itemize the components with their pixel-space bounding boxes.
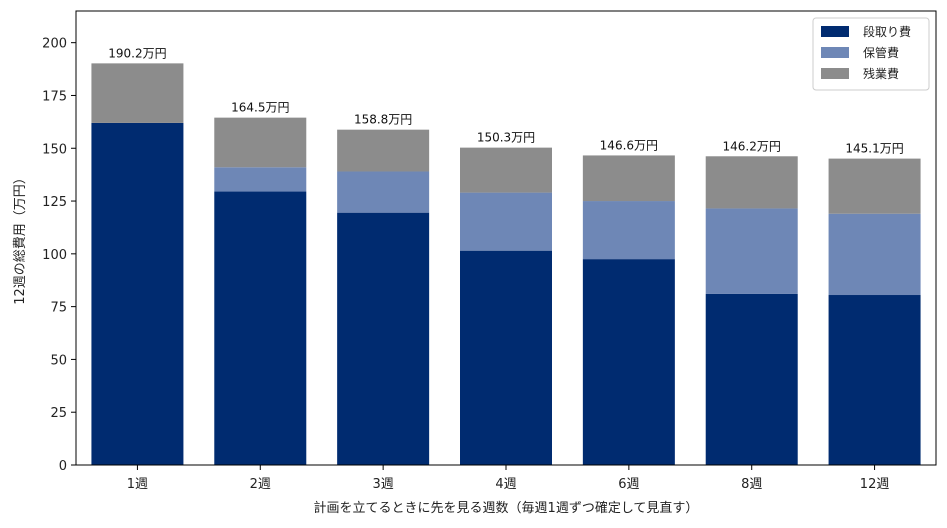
bar-setup-2 — [214, 191, 307, 465]
y-axis: 0 25 50 75 100 125 150 175 200 — [42, 37, 76, 474]
total-label-5: 146.6万円 — [600, 138, 658, 152]
x-axis-label: 計画を立てるときに先を見る週数（毎週1週ずつ確定して見直す） — [314, 500, 699, 516]
bar-holding-7 — [828, 213, 921, 296]
total-label-1: 190.2万円 — [108, 46, 166, 60]
legend-swatch-holding — [821, 47, 849, 58]
x-tick-label-4: 4週 — [495, 477, 516, 492]
y-tick-label-25: 25 — [50, 406, 67, 421]
total-label-2: 164.5万円 — [231, 101, 289, 115]
bar-setup-1 — [91, 122, 184, 465]
y-tick-label-100: 100 — [42, 248, 67, 263]
bar-overtime-2 — [214, 117, 307, 168]
y-tick-label-50: 50 — [50, 353, 67, 368]
bar-overtime-5 — [582, 155, 675, 202]
legend-label-setup: 段取り費 — [863, 24, 911, 39]
y-tick-label-125: 125 — [42, 195, 67, 210]
plot-frame — [75, 10, 937, 466]
bar-setup-4 — [460, 250, 552, 465]
x-tick-label-5: 6週 — [618, 477, 639, 492]
bar-overtime-1 — [91, 63, 184, 123]
bar-holding-5 — [582, 201, 675, 260]
bar-holding-3 — [337, 171, 430, 213]
bar-holding-2 — [214, 167, 307, 192]
total-label-3: 158.8万円 — [354, 113, 412, 127]
x-tick-label-2: 2週 — [250, 477, 271, 492]
y-tick-label-175: 175 — [42, 89, 67, 104]
x-tick-label-3: 3週 — [373, 477, 394, 492]
legend-label-holding: 保管費 — [863, 45, 899, 60]
total-labels-group: 190.2万円 164.5万円 158.8万円 150.3万円 146.6万円 146.2… — [108, 46, 904, 155]
legend-swatch-overtime — [821, 68, 849, 79]
y-tick-label-150: 150 — [42, 142, 67, 157]
total-label-7: 145.1万円 — [845, 142, 903, 156]
bar-overtime-7 — [828, 158, 921, 214]
legend-swatch-setup — [821, 26, 849, 37]
x-tick-label-6: 8週 — [741, 477, 762, 492]
bar-overtime-3 — [337, 129, 430, 172]
y-tick-label-200: 200 — [42, 37, 67, 52]
bar-overtime-6 — [705, 156, 798, 209]
total-label-4: 150.3万円 — [477, 131, 535, 145]
x-tick-label-1: 1週 — [127, 477, 148, 492]
bar-overtime-4 — [460, 147, 552, 193]
bars-group — [91, 63, 921, 465]
bar-setup-5 — [582, 259, 675, 465]
bar-holding-4 — [460, 192, 552, 251]
y-tick-label-0: 0 — [59, 459, 67, 474]
bar-setup-3 — [337, 212, 430, 465]
x-axis: 1週 2週 3週 4週 6週 8週 12週 — [127, 465, 890, 492]
y-tick-label-75: 75 — [50, 301, 67, 316]
y-axis-label: 12週の総費用（万円） — [13, 171, 28, 305]
bar-setup-7 — [828, 295, 921, 465]
x-tick-label-7: 12週 — [860, 477, 890, 492]
legend-label-overtime: 残業費 — [863, 66, 899, 81]
total-label-6: 146.2万円 — [723, 139, 781, 153]
bar-holding-6 — [705, 208, 798, 294]
bar-setup-6 — [705, 293, 798, 465]
